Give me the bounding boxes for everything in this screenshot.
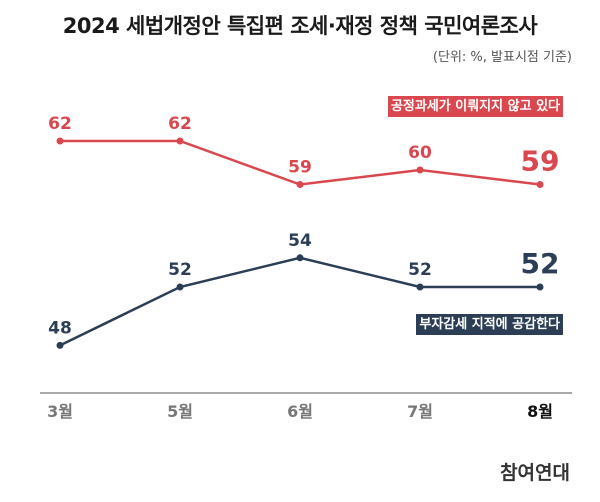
x-tick-label: 3월 bbox=[47, 402, 73, 421]
legend-series-2: 부자감세 지적에 공감한다 bbox=[416, 314, 563, 335]
data-point bbox=[56, 341, 64, 349]
data-point bbox=[56, 137, 64, 145]
chart-title: 2024 세법개정안 특집편 조세·재정 정책 국민여론조사 bbox=[62, 14, 538, 38]
data-label: 62 bbox=[48, 114, 72, 134]
data-point bbox=[296, 254, 304, 262]
data-label: 59 bbox=[288, 158, 312, 178]
data-label: 52 bbox=[168, 260, 192, 280]
data-point bbox=[296, 181, 304, 188]
data-point bbox=[416, 283, 424, 291]
data-point bbox=[176, 137, 184, 145]
data-label: 52 bbox=[408, 260, 432, 280]
chart-subtitle: (단위: %, 발표시점 기준) bbox=[432, 50, 572, 65]
data-label: 59 bbox=[521, 145, 560, 178]
data-point bbox=[176, 283, 184, 291]
x-tick-label: 5월 bbox=[167, 402, 193, 421]
data-point bbox=[536, 181, 544, 188]
x-tick-label: 7월 bbox=[407, 402, 433, 421]
data-label: 60 bbox=[408, 143, 432, 163]
data-label: 54 bbox=[288, 231, 312, 251]
data-point bbox=[536, 283, 544, 291]
data-label: 52 bbox=[521, 247, 560, 280]
legend-series-1: 공정과세가 이뤄지지 않고 있다 bbox=[387, 96, 563, 117]
data-label: 62 bbox=[168, 114, 192, 134]
organization-logo: 참여연대 bbox=[500, 462, 570, 484]
x-tick-label: 6월 bbox=[287, 402, 313, 421]
data-label: 48 bbox=[48, 318, 72, 338]
data-point bbox=[416, 166, 424, 174]
x-tick-label: 8월 bbox=[527, 402, 553, 421]
